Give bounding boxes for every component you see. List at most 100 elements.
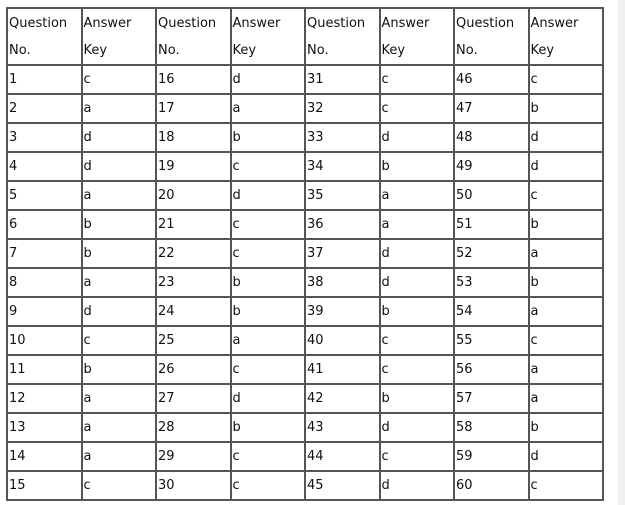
question-number-cell: 6 xyxy=(6,209,83,240)
header-text: Question xyxy=(307,16,366,31)
answer-key-table-body: Question No. Answer Key Question No. Answer Key… xyxy=(6,7,604,501)
question-number-cell: 13 xyxy=(6,412,83,443)
answer-key-cell: c xyxy=(527,325,604,356)
question-number-cell: 41 xyxy=(304,354,381,385)
answer-key-cell: d xyxy=(80,296,157,327)
question-number-cell: 42 xyxy=(304,383,381,414)
answer-key-cell: a xyxy=(80,383,157,414)
answer-key-cell: c xyxy=(80,470,157,501)
question-number-cell: 9 xyxy=(6,296,83,327)
answer-key-cell: c xyxy=(527,180,604,211)
header-text: Answer xyxy=(530,16,579,31)
answer-key-cell: b xyxy=(80,354,157,385)
header-answer-key: Answer Key xyxy=(80,7,157,66)
question-number-cell: 18 xyxy=(155,122,232,153)
answer-key-cell: b xyxy=(229,267,306,298)
answer-key-cell: c xyxy=(378,354,455,385)
answer-key-cell: c xyxy=(229,151,306,182)
table-row: 8 a 23 b 38 d 53 b xyxy=(6,267,604,298)
question-number-cell: 51 xyxy=(453,209,530,240)
question-number-cell: 25 xyxy=(155,325,232,356)
answer-key-cell: c xyxy=(229,238,306,269)
answer-key-cell: b xyxy=(378,383,455,414)
header-text: Answer xyxy=(381,16,430,31)
question-number-cell: 24 xyxy=(155,296,232,327)
answer-key-table: Question No. Answer Key Question No. Answer Key… xyxy=(6,7,604,501)
header-row: Question No. Answer Key Question No. Answer Key… xyxy=(6,7,604,66)
question-number-cell: 37 xyxy=(304,238,381,269)
question-number-cell: 34 xyxy=(304,151,381,182)
answer-key-cell: c xyxy=(229,470,306,501)
question-number-cell: 19 xyxy=(155,151,232,182)
question-number-cell: 2 xyxy=(6,93,83,124)
header-text: Question xyxy=(158,16,217,31)
header-answer-key: Answer Key xyxy=(378,7,455,66)
scrollbar[interactable] xyxy=(618,0,625,505)
table-row: 1 c 16 d 31 c 46 c xyxy=(6,64,604,95)
answer-key-cell: c xyxy=(80,64,157,95)
answer-key-cell: a xyxy=(80,441,157,472)
header-text: Key xyxy=(381,43,406,58)
question-number-cell: 5 xyxy=(6,180,83,211)
table-row: 13 a 28 b 43 d 58 b xyxy=(6,412,604,443)
question-number-cell: 58 xyxy=(453,412,530,443)
question-number-cell: 39 xyxy=(304,296,381,327)
question-number-cell: 43 xyxy=(304,412,381,443)
question-number-cell: 20 xyxy=(155,180,232,211)
question-number-cell: 60 xyxy=(453,470,530,501)
answer-key-cell: a xyxy=(80,93,157,124)
answer-key-cell: a xyxy=(527,383,604,414)
header-question-no: Question No. xyxy=(304,7,381,66)
answer-key-cell: d xyxy=(378,412,455,443)
answer-key-cell: d xyxy=(527,441,604,472)
header-question-no: Question No. xyxy=(6,7,83,66)
answer-key-cell: a xyxy=(80,180,157,211)
question-number-cell: 28 xyxy=(155,412,232,443)
question-number-cell: 54 xyxy=(453,296,530,327)
answer-key-cell: c xyxy=(229,441,306,472)
question-number-cell: 8 xyxy=(6,267,83,298)
question-number-cell: 11 xyxy=(6,354,83,385)
table-row: 2 a 17 a 32 c 47 b xyxy=(6,93,604,124)
answer-key-cell: d xyxy=(527,122,604,153)
question-number-cell: 30 xyxy=(155,470,232,501)
question-number-cell: 7 xyxy=(6,238,83,269)
question-number-cell: 27 xyxy=(155,383,232,414)
table-row: 3 d 18 b 33 d 48 d xyxy=(6,122,604,153)
question-number-cell: 31 xyxy=(304,64,381,95)
question-number-cell: 17 xyxy=(155,93,232,124)
answer-key-cell: d xyxy=(378,122,455,153)
question-number-cell: 14 xyxy=(6,441,83,472)
answer-key-cell: c xyxy=(229,209,306,240)
question-number-cell: 55 xyxy=(453,325,530,356)
table-row: 9 d 24 b 39 b 54 a xyxy=(6,296,604,327)
question-number-cell: 4 xyxy=(6,151,83,182)
header-text: No. xyxy=(158,43,180,58)
answer-key-cell: d xyxy=(229,383,306,414)
question-number-cell: 10 xyxy=(6,325,83,356)
question-number-cell: 46 xyxy=(453,64,530,95)
table-row: 4 d 19 c 34 b 49 d xyxy=(6,151,604,182)
answer-key-cell: b xyxy=(527,209,604,240)
answer-key-cell: b xyxy=(80,209,157,240)
header-text: No. xyxy=(9,43,31,58)
question-number-cell: 38 xyxy=(304,267,381,298)
question-number-cell: 21 xyxy=(155,209,232,240)
table-row: 10 c 25 a 40 c 55 c xyxy=(6,325,604,356)
header-question-no: Question No. xyxy=(155,7,232,66)
question-number-cell: 44 xyxy=(304,441,381,472)
table-row: 6 b 21 c 36 a 51 b xyxy=(6,209,604,240)
answer-key-cell: d xyxy=(229,180,306,211)
answer-key-cell: d xyxy=(378,267,455,298)
answer-key-cell: c xyxy=(229,354,306,385)
header-text: Question xyxy=(9,16,68,31)
question-number-cell: 48 xyxy=(453,122,530,153)
header-text: Key xyxy=(83,43,108,58)
answer-key-cell: c xyxy=(378,325,455,356)
answer-key-cell: a xyxy=(80,267,157,298)
answer-key-cell: a xyxy=(229,93,306,124)
question-number-cell: 15 xyxy=(6,470,83,501)
answer-key-cell: c xyxy=(527,64,604,95)
table-row: 5 a 20 d 35 a 50 c xyxy=(6,180,604,211)
table-row: 15 c 30 c 45 d 60 c xyxy=(6,470,604,501)
